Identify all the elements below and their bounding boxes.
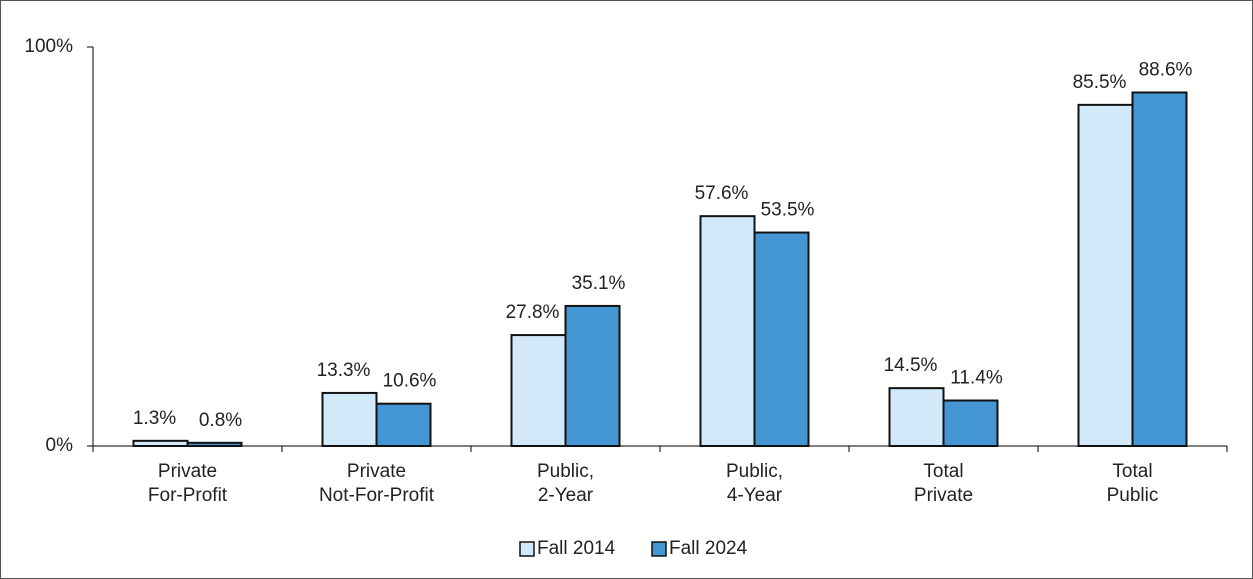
x-tick-label-line: 2-Year (538, 485, 594, 506)
bar (132, 439, 189, 447)
data-label: 57.6% (695, 183, 749, 204)
bar (1077, 103, 1134, 447)
data-label: 13.3% (317, 360, 371, 381)
x-tick-label: Private Not-For-Profit (319, 461, 435, 506)
bar (375, 402, 432, 447)
data-label: 85.5% (1073, 72, 1127, 93)
x-tick-label-line: Total (923, 461, 963, 482)
legend-label: Fall 2024 (669, 538, 748, 559)
bar (564, 304, 621, 447)
legend-swatch (651, 541, 667, 557)
data-label: 35.1% (572, 273, 626, 294)
bar (888, 387, 945, 447)
x-tick-label-line: Total (1112, 461, 1152, 482)
legend-label: Fall 2014 (537, 538, 616, 559)
x-tick-label-line: Public (1107, 485, 1159, 506)
y-tick-label: 0% (46, 435, 74, 456)
x-tick-label-line: Private (347, 461, 406, 482)
data-label: 10.6% (383, 371, 437, 392)
y-tick-label: 100% (24, 36, 73, 57)
bar (699, 215, 756, 447)
bar (186, 441, 243, 448)
data-label: 53.5% (761, 200, 815, 221)
bar (753, 231, 810, 447)
data-label: 11.4% (950, 368, 1003, 389)
x-tick-label: Private For-Profit (148, 461, 228, 506)
x-tick-label: Total Private (914, 461, 973, 506)
x-tick-label: Public, 2-Year (537, 461, 594, 506)
x-tick-label-line: For-Profit (148, 485, 228, 506)
data-label: 0.8% (199, 410, 242, 431)
x-tick-label: Public, 4-Year (726, 461, 783, 506)
x-tick-label: Total Public (1107, 461, 1159, 506)
x-tick-label-line: Public, (726, 461, 783, 482)
x-tick-label-line: 4-Year (727, 485, 783, 506)
data-label: 1.3% (133, 408, 176, 429)
data-label: 88.6% (1139, 60, 1193, 81)
legend-swatch (519, 541, 535, 557)
x-tick-label-line: Not-For-Profit (319, 485, 435, 506)
bar (321, 391, 378, 448)
bar (942, 399, 999, 448)
x-tick-label-line: Private (914, 485, 973, 506)
data-label: 27.8% (506, 302, 560, 323)
bar (1131, 91, 1188, 448)
data-label: 14.5% (884, 355, 938, 376)
bar (510, 334, 567, 447)
x-tick-label-line: Public, (537, 461, 594, 482)
x-tick-label-line: Private (158, 461, 217, 482)
